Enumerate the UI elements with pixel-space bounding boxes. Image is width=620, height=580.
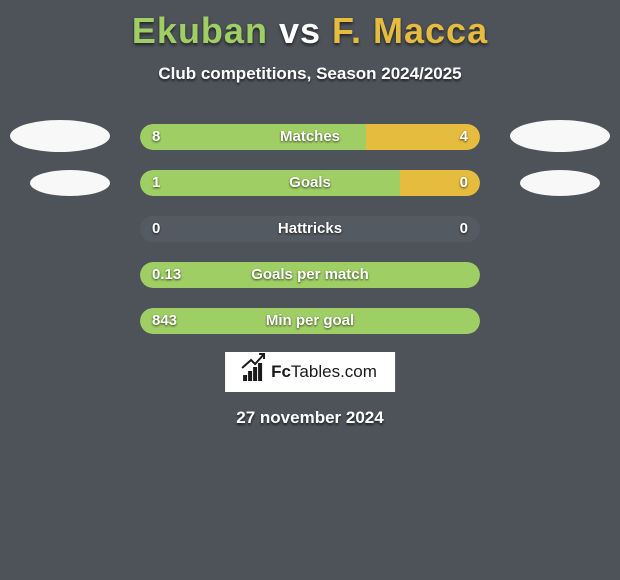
logo-bars-icon (243, 363, 265, 381)
avatar-left-2 (30, 170, 110, 196)
date-label: 27 november 2024 (0, 408, 620, 428)
avatar-left-1 (10, 120, 110, 152)
stat-label: Goals (140, 170, 480, 196)
title-player1: Ekuban (132, 10, 268, 51)
stat-value-right: 0 (460, 216, 468, 242)
logo-fc: Fc (271, 362, 291, 381)
stat-row: 0.13Goals per match (140, 262, 480, 288)
logo-rest: Tables.com (291, 362, 377, 381)
page-title: Ekuban vs F. Macca (0, 0, 620, 52)
stat-row: 0Hattricks0 (140, 216, 480, 242)
stat-row: 1Goals0 (140, 170, 480, 196)
stat-row: 8Matches4 (140, 124, 480, 150)
stat-bars: 8Matches41Goals00Hattricks00.13Goals per… (140, 124, 480, 354)
avatar-right-1 (510, 120, 610, 152)
logo-text: FcTables.com (271, 362, 377, 382)
stat-label: Matches (140, 124, 480, 150)
stat-row: 843Min per goal (140, 308, 480, 334)
stat-label: Hattricks (140, 216, 480, 242)
stat-label: Goals per match (140, 262, 480, 288)
logo-arrow-icon (241, 351, 265, 375)
subtitle: Club competitions, Season 2024/2025 (0, 64, 620, 84)
avatar-right-2 (520, 170, 600, 196)
title-vs: vs (279, 10, 321, 51)
title-player2: F. Macca (332, 10, 488, 51)
stat-value-right: 0 (460, 170, 468, 196)
stat-value-right: 4 (460, 124, 468, 150)
stat-label: Min per goal (140, 308, 480, 334)
logo-box: FcTables.com (225, 352, 395, 392)
